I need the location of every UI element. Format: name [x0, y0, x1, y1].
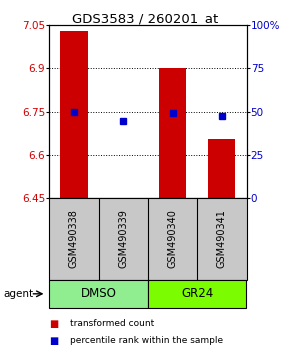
Bar [60, 30, 88, 198]
Bar [49, 280, 148, 308]
Text: GSM490340: GSM490340 [168, 210, 177, 268]
Bar [159, 68, 186, 198]
Text: GR24: GR24 [181, 287, 213, 300]
Text: ■: ■ [49, 319, 59, 329]
Text: transformed count: transformed count [70, 319, 154, 329]
Text: percentile rank within the sample: percentile rank within the sample [70, 336, 223, 346]
Text: ■: ■ [49, 336, 59, 346]
Text: GSM490341: GSM490341 [217, 210, 227, 268]
Text: GDS3583 / 260201_at: GDS3583 / 260201_at [72, 12, 218, 25]
Text: GSM490338: GSM490338 [69, 210, 79, 268]
Bar [208, 139, 235, 198]
Bar [148, 280, 246, 308]
Text: GSM490339: GSM490339 [118, 210, 128, 268]
Text: DMSO: DMSO [81, 287, 117, 300]
Text: agent: agent [3, 289, 33, 299]
